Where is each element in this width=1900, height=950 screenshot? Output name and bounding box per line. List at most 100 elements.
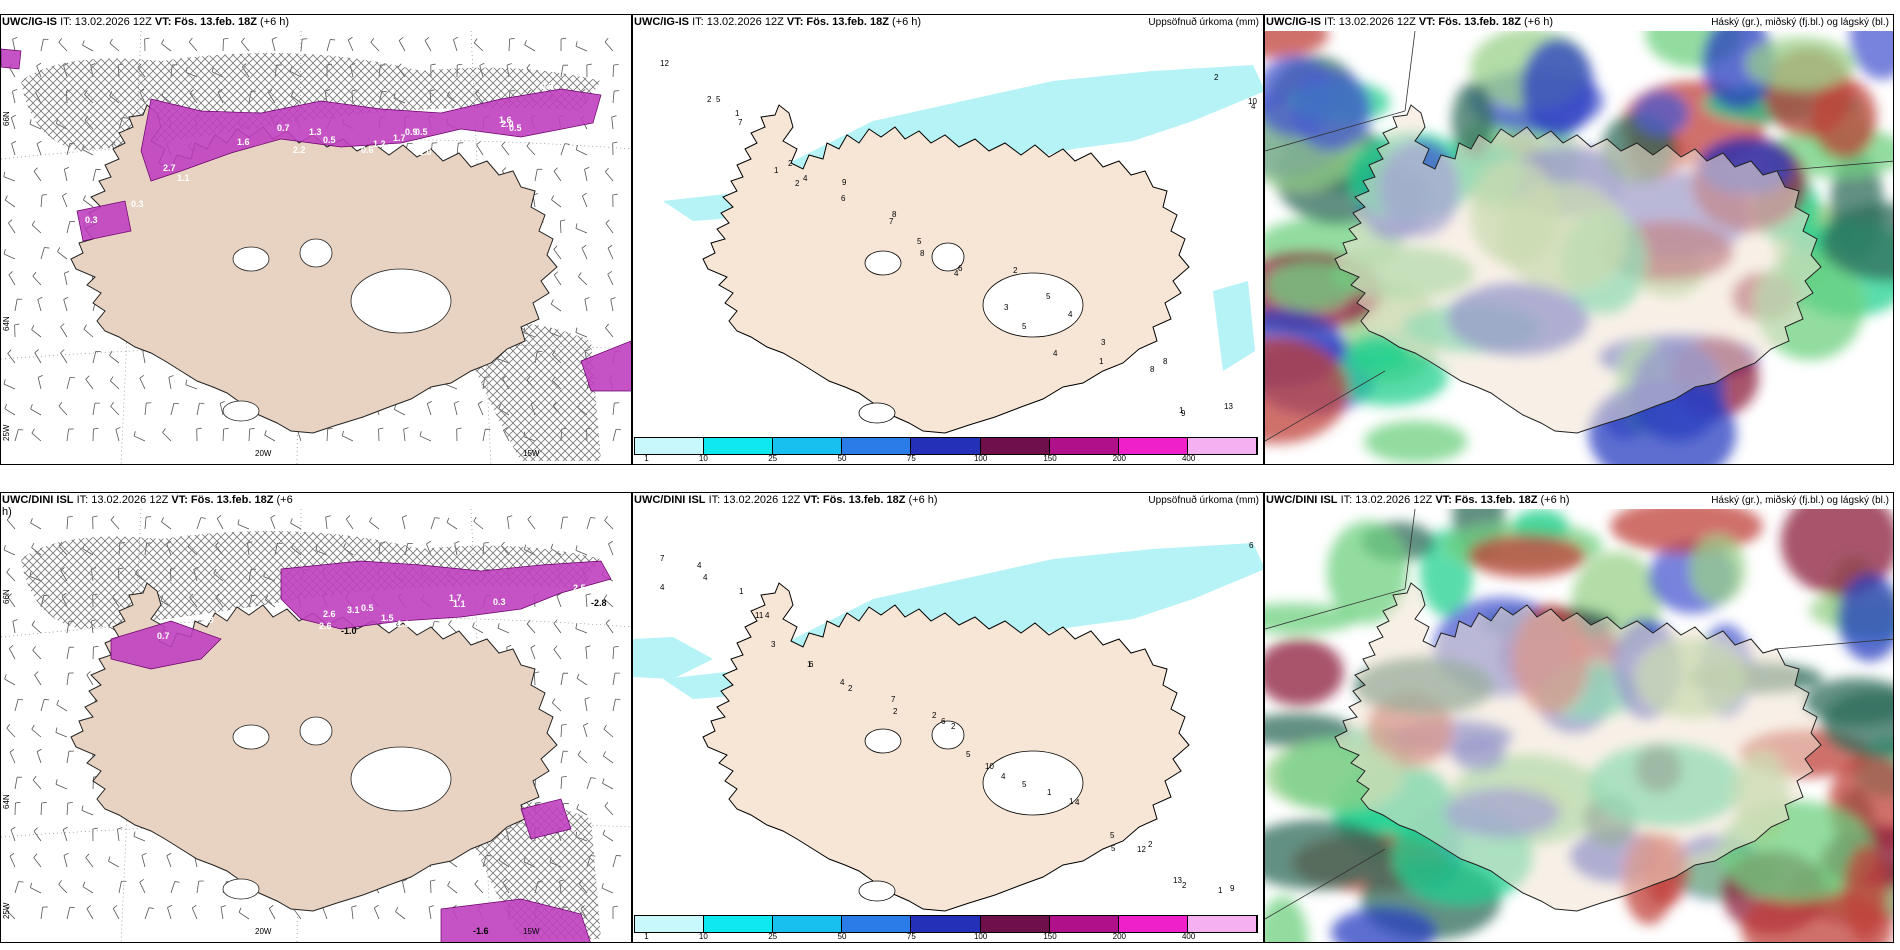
temperature-label: 3.1	[347, 605, 360, 615]
temperature-label: -2.8	[591, 598, 607, 608]
temperature-label: 2.2	[293, 145, 306, 155]
temperature-label: 2.0	[501, 119, 514, 129]
precip-label: 4	[954, 269, 959, 278]
temperature-label: 2.6	[323, 609, 336, 619]
lat-66n-label: 66N	[2, 111, 11, 126]
colorbar-tick: 25	[768, 932, 778, 941]
precip-colorbar: 1 10 25 50 75 100 150 200 400	[634, 437, 1258, 463]
lon-25w-label: 25W	[2, 902, 11, 919]
temperature-label: 1.3	[309, 127, 322, 137]
temperature-label: 1.0	[419, 147, 432, 157]
colorbar-box	[911, 916, 981, 932]
precip-label: 8	[920, 249, 925, 258]
cloud-cell	[1265, 337, 1349, 444]
precip-label: 2	[1182, 881, 1187, 890]
precip-band	[633, 637, 713, 679]
precip-label: 1	[1179, 406, 1184, 415]
temperature-label: 0.7	[157, 631, 170, 641]
precip-label: 8	[1150, 365, 1155, 374]
colorbar-box	[911, 438, 981, 454]
cloud-cell	[1364, 420, 1468, 464]
precip-label: 6	[941, 717, 946, 726]
temperature-labels: -1.0 -2.8 -1.6 1.8 2.5 2.6 3.1 1.51.0 0.8 2.6 1.7 0…	[157, 583, 612, 936]
glacier	[864, 728, 902, 754]
lat-66n-label: 66N	[2, 589, 11, 604]
iceland-land	[1334, 582, 1822, 912]
precip-label: 7	[889, 217, 894, 226]
panel-title: UWC/DINI ISL IT: 13.02.2026 12Z VT: Fös.…	[1266, 494, 1570, 506]
colorbar-tick: 100	[973, 932, 988, 941]
panel-title: UWC/IG-IS IT: 13.02.2026 12Z VT: Fös. 13…	[634, 16, 922, 28]
precip-label: 4	[1068, 310, 1073, 319]
precip-label: 2	[795, 179, 800, 188]
temperature-label: 0.3	[85, 215, 98, 225]
colorbar-box	[842, 916, 912, 932]
panel-title: UWC/IG-IS IT: 13.02.2026 12Z VT: Fös. 13…	[2, 16, 290, 28]
colorbar-tick: 150	[1043, 454, 1057, 463]
precip-label: 7	[738, 118, 743, 127]
colorbar-tick: 10	[698, 932, 708, 941]
cloud-cell	[1265, 603, 1358, 634]
cloud-cell	[1746, 36, 1856, 91]
colorbar-box	[773, 916, 843, 932]
precip-label: 6	[958, 264, 963, 273]
precip-label: 3	[771, 640, 776, 649]
cloud-cell	[1610, 509, 1763, 554]
precip-label: 4	[803, 174, 808, 183]
glacier	[222, 400, 260, 422]
precip-label: 2	[1013, 266, 1018, 275]
temperature-label: 0.5	[415, 127, 428, 137]
precip-label: 11	[755, 611, 764, 620]
precip-label: 5	[966, 750, 971, 759]
precip-label: 2	[951, 722, 956, 731]
iceland-land	[1334, 104, 1822, 434]
precip-label: 3	[1004, 303, 1009, 312]
colorbar-tick: 1	[644, 932, 649, 941]
precip-label: 1	[774, 166, 779, 175]
colorbar-tick: 400	[1181, 932, 1196, 941]
cloud-cell	[1330, 907, 1436, 942]
axis-labels: 20W 15W 66N 64N 25W	[2, 589, 540, 936]
precip-label: 4	[660, 583, 665, 592]
precip-label: 5	[1110, 831, 1115, 840]
precip-label: 13	[1173, 876, 1182, 885]
colorbar-tick: 50	[837, 454, 847, 463]
precip-label: 5	[716, 95, 721, 104]
temperature-label: 1.5	[381, 613, 394, 623]
precip-label: 13	[1224, 402, 1233, 411]
glacier	[299, 238, 333, 268]
precip-label: 2	[707, 95, 712, 104]
temperature-label: 0.8	[201, 615, 214, 625]
precip-label: 1	[1069, 797, 1074, 806]
colorbar-tick: 400	[1181, 454, 1196, 463]
temperature-label: 0.7	[277, 123, 290, 133]
cloud-cell	[1633, 90, 1689, 137]
cloud-cell	[1820, 203, 1893, 281]
colorbar-box	[980, 438, 1050, 454]
precip-label: 9	[842, 178, 847, 187]
precip-band	[1213, 281, 1255, 371]
temperature-label: 1.1	[453, 599, 466, 609]
precip-label: 4	[697, 561, 702, 570]
glacier	[982, 272, 1084, 338]
precip-label: 5	[1111, 844, 1116, 853]
precip-label: 1	[807, 660, 812, 669]
precip-label: 2	[893, 707, 898, 716]
colorbar-tick: 200	[1112, 932, 1127, 941]
cloud-cell	[1265, 819, 1393, 890]
cloud-cell	[1843, 845, 1887, 942]
precip-label: 4	[703, 573, 708, 582]
precip-label: 9	[1230, 884, 1235, 893]
precip-label: 1	[735, 109, 740, 118]
lat-64n-label: 64N	[2, 794, 11, 809]
panel-title: UWC/IG-IS IT: 13.02.2026 12Z VT: Fös. 13…	[1266, 16, 1554, 28]
temperature-label: 0.3	[131, 199, 144, 209]
lon-20w-label: 20W	[255, 449, 272, 458]
temperature-label: 0.5	[361, 603, 374, 613]
graticule	[1265, 31, 1893, 442]
panel-title: UWC/DINI ISL IT: 13.02.2026 12Z VT: Fös.…	[2, 494, 293, 518]
precip-label: 12	[660, 59, 669, 68]
glacier	[931, 720, 965, 750]
colorbar-tick: 10	[698, 454, 708, 463]
